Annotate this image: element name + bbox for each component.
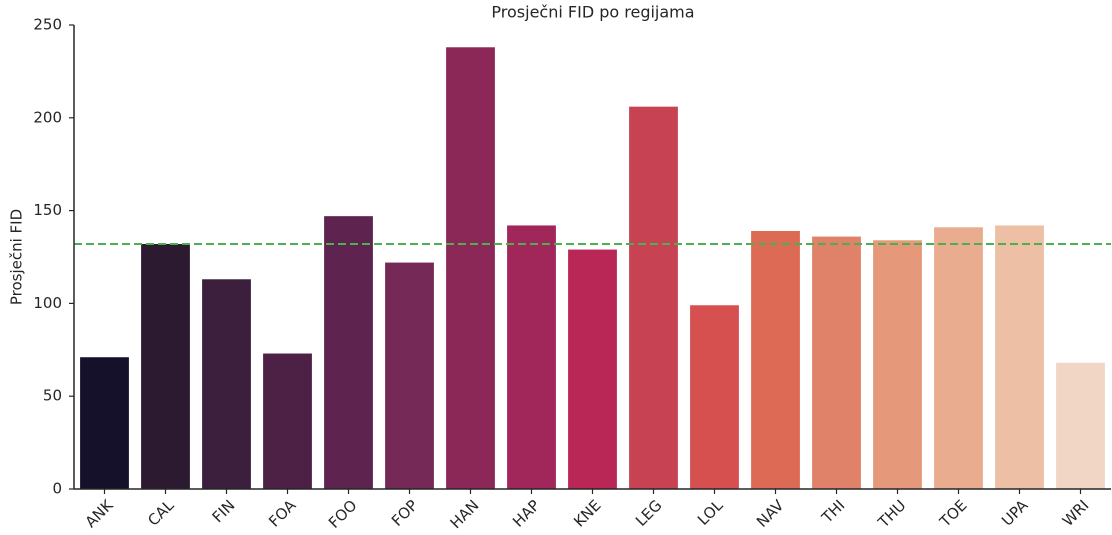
- x-tick-label: FOP: [388, 496, 422, 530]
- y-tick-label: 200: [33, 108, 62, 126]
- bar: [873, 240, 922, 489]
- bar: [263, 353, 312, 489]
- bar: [751, 231, 800, 490]
- bar: [446, 47, 495, 489]
- y-tick-label: 100: [33, 294, 62, 312]
- bar: [80, 357, 129, 489]
- bar: [934, 227, 983, 489]
- x-tick-label: KNE: [570, 496, 604, 530]
- x-tick-label: FOA: [265, 496, 300, 531]
- x-tick-label: CAL: [144, 496, 178, 530]
- x-tick-label: LEG: [632, 496, 666, 530]
- x-tick-label: HAN: [447, 496, 483, 532]
- bar: [995, 225, 1044, 489]
- bar: [629, 106, 678, 489]
- x-tick-label: THI: [817, 496, 848, 527]
- x-tick-label: THU: [874, 496, 910, 532]
- bar: [690, 305, 739, 489]
- x-tick-label: NAV: [753, 496, 788, 531]
- bar: [141, 244, 190, 489]
- bar: [202, 279, 251, 489]
- bar: [324, 216, 373, 489]
- bar: [568, 249, 617, 489]
- y-axis-label: Prosječni FID: [8, 209, 26, 305]
- y-tick-label: 50: [43, 387, 62, 405]
- y-tick-label: 0: [52, 480, 62, 498]
- x-tick-label: FIN: [209, 496, 239, 526]
- bar: [812, 236, 861, 489]
- x-tick-label: ANK: [82, 495, 118, 531]
- y-tick-label: 150: [33, 201, 62, 219]
- x-tick-label: TOE: [936, 496, 971, 531]
- chart-title: Prosječni FID po regijama: [491, 3, 694, 22]
- x-tick-label: WRI: [1059, 496, 1093, 530]
- x-tick-label: HAP: [509, 496, 543, 530]
- x-tick-label: UPA: [998, 496, 1032, 530]
- bar: [1056, 362, 1105, 489]
- x-tick-label: FOO: [325, 496, 361, 532]
- bar: [507, 225, 556, 489]
- bar: [385, 262, 434, 489]
- x-tick-label: LOL: [694, 496, 727, 529]
- y-tick-label: 250: [33, 16, 62, 34]
